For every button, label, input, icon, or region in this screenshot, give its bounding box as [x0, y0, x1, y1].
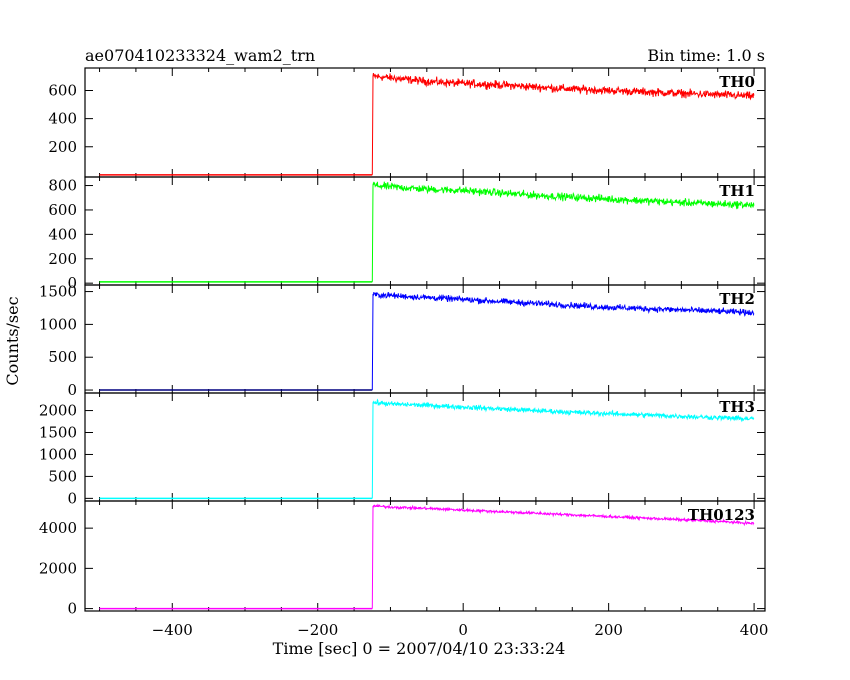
y-tick-label: 0 — [67, 489, 77, 507]
y-tick-label: 600 — [48, 201, 77, 219]
y-tick-label: 200 — [48, 250, 77, 268]
x-tick-label: 400 — [740, 621, 769, 639]
panel-frame — [84, 284, 766, 394]
y-tick-label: 500 — [48, 467, 77, 485]
series-line-th2 — [371, 291, 755, 391]
y-tick-label: 1500 — [39, 424, 77, 442]
y-tick-label: 800 — [48, 177, 77, 195]
y-tick-label: 0 — [67, 600, 77, 618]
x-tick-label: 0 — [458, 621, 468, 639]
series-line-th3 — [371, 398, 755, 499]
y-tick-label: 400 — [48, 225, 77, 243]
y-tick-label: 0 — [67, 381, 77, 399]
panel-label: TH0123 — [688, 506, 755, 524]
y-tick-label: 4000 — [39, 519, 77, 537]
series-line-th0123 — [371, 503, 755, 609]
panel-label: TH1 — [719, 182, 755, 200]
y-tick-label: 1500 — [39, 283, 77, 301]
chart-title-left: ae070410233324_wam2_trn — [85, 46, 315, 65]
panels: 200 400 600 TH0 0 200 400 600 800 TH1 0 500 1000 1500… — [39, 67, 769, 639]
y-tick-label: 2000 — [39, 559, 77, 577]
panel-label: TH2 — [719, 290, 755, 308]
chart-title-right: Bin time: 1.0 s — [647, 46, 765, 65]
y-axis-label: Counts/sec — [3, 296, 22, 385]
x-axis-label: Time [sec] 0 = 2007/04/10 23:33:24 — [273, 639, 566, 658]
panel-th2: 0 500 1000 1500 TH2 — [39, 283, 766, 399]
panel-frame — [84, 176, 766, 286]
x-tick-label: 200 — [594, 621, 623, 639]
y-tick-label: 1000 — [39, 445, 77, 463]
series-line-th1 — [371, 181, 755, 282]
panel-th3: 0 500 1000 1500 2000 TH3 — [39, 392, 766, 507]
panel-th0: 200 400 600 TH0 — [48, 67, 766, 178]
y-tick-label: 0 — [67, 274, 77, 292]
y-tick-label: 200 — [48, 138, 77, 156]
x-tick-label: −400 — [152, 621, 193, 639]
y-tick-label: 600 — [48, 82, 77, 100]
panel-th1: 0 200 400 600 800 TH1 — [48, 176, 766, 292]
x-tick-label: −200 — [297, 621, 338, 639]
panel-frame — [84, 500, 766, 612]
panel-frame — [84, 392, 766, 502]
y-tick-label: 2000 — [39, 402, 77, 420]
panel-label: TH0 — [719, 73, 755, 91]
y-tick-label: 500 — [48, 348, 77, 366]
panel-label: TH3 — [719, 398, 755, 416]
panel-th0123: 0 2000 4000 TH0123 — [39, 500, 766, 618]
y-tick-label: 1000 — [39, 315, 77, 333]
y-tick-label: 400 — [48, 110, 77, 128]
series-line-th0 — [371, 72, 755, 175]
